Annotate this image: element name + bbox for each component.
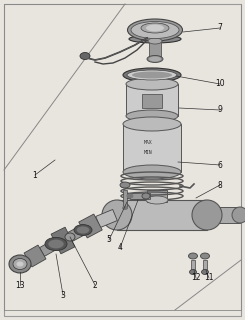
Text: 6: 6: [218, 161, 222, 170]
Bar: [126, 84, 178, 116]
Ellipse shape: [201, 269, 208, 275]
Text: 12: 12: [191, 274, 201, 283]
Text: 4: 4: [118, 244, 122, 252]
Ellipse shape: [132, 71, 172, 78]
Ellipse shape: [48, 240, 64, 248]
Polygon shape: [68, 226, 85, 241]
Ellipse shape: [120, 182, 130, 188]
Ellipse shape: [122, 206, 128, 210]
Bar: [147, 190, 167, 202]
Ellipse shape: [127, 70, 177, 80]
Polygon shape: [51, 227, 75, 254]
Bar: [149, 41, 161, 59]
Ellipse shape: [200, 253, 209, 259]
Polygon shape: [24, 245, 46, 267]
Text: 11: 11: [204, 274, 214, 283]
Ellipse shape: [45, 237, 67, 251]
Ellipse shape: [189, 269, 196, 275]
Ellipse shape: [80, 52, 90, 60]
Polygon shape: [96, 210, 117, 228]
Bar: [203, 260, 207, 272]
Text: 3: 3: [61, 291, 65, 300]
Bar: [191, 260, 195, 272]
Bar: [142, 94, 162, 108]
Text: MIN: MIN: [144, 150, 153, 155]
Ellipse shape: [74, 225, 92, 236]
Bar: [205, 207, 240, 223]
Ellipse shape: [127, 19, 183, 41]
Bar: [123, 190, 127, 208]
Ellipse shape: [123, 165, 181, 179]
Text: 13: 13: [15, 281, 25, 290]
Ellipse shape: [232, 207, 245, 223]
Ellipse shape: [126, 78, 178, 90]
Ellipse shape: [188, 253, 197, 259]
Text: 9: 9: [218, 106, 222, 115]
Polygon shape: [39, 240, 59, 256]
Ellipse shape: [146, 25, 164, 31]
Ellipse shape: [149, 57, 161, 61]
Ellipse shape: [129, 35, 181, 43]
Text: 1: 1: [33, 171, 37, 180]
Text: 8: 8: [218, 180, 222, 189]
Ellipse shape: [9, 255, 31, 273]
Bar: [130, 193, 150, 199]
Text: 10: 10: [215, 79, 225, 89]
Ellipse shape: [131, 21, 179, 38]
Ellipse shape: [147, 55, 163, 62]
Text: MAX: MAX: [144, 140, 153, 145]
Text: 5: 5: [107, 236, 111, 244]
Ellipse shape: [141, 23, 169, 33]
Ellipse shape: [148, 38, 162, 44]
Ellipse shape: [102, 200, 132, 230]
Ellipse shape: [16, 261, 24, 267]
Text: 7: 7: [218, 23, 222, 33]
Ellipse shape: [123, 68, 181, 82]
Bar: [123, 124, 181, 172]
Ellipse shape: [126, 194, 134, 198]
Ellipse shape: [192, 200, 222, 230]
Ellipse shape: [65, 233, 75, 241]
Ellipse shape: [126, 110, 178, 122]
Bar: [117, 200, 207, 230]
Ellipse shape: [77, 227, 89, 234]
Ellipse shape: [123, 117, 181, 131]
Text: 2: 2: [93, 281, 97, 290]
Ellipse shape: [13, 259, 27, 269]
Ellipse shape: [142, 193, 150, 199]
Ellipse shape: [146, 196, 168, 204]
Polygon shape: [79, 214, 102, 238]
